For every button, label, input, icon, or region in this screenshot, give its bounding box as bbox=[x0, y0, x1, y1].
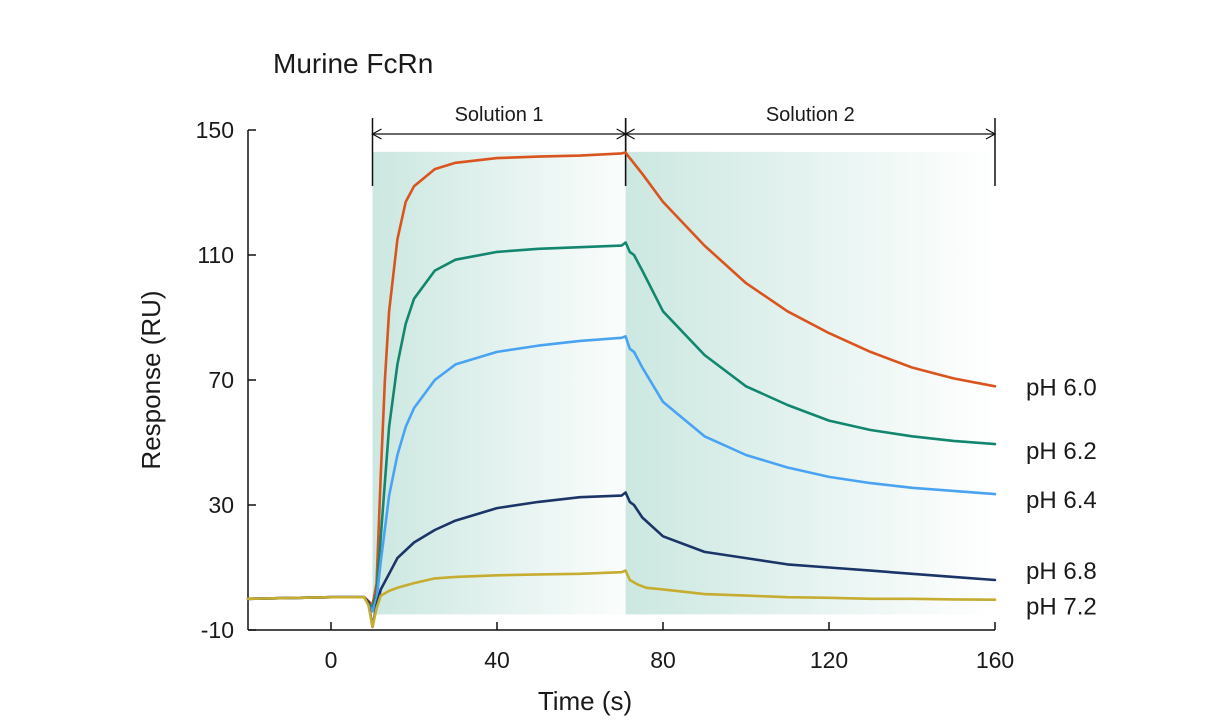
y-tick-label: 70 bbox=[208, 367, 234, 393]
series-label-ph-7-2: pH 7.2 bbox=[1026, 594, 1097, 621]
region-label-2: Solution 2 bbox=[766, 104, 855, 126]
y-axis-title: Response (RU) bbox=[136, 290, 166, 469]
axes: -10 30 70 110 150 0 40 80 120 160 bbox=[196, 117, 1015, 673]
region-arrowhead-left-2 bbox=[624, 128, 635, 140]
y-tick-label: 150 bbox=[196, 117, 234, 143]
series-label-ph-6-8: pH 6.8 bbox=[1026, 558, 1097, 585]
series-line-ph-6-0 bbox=[246, 151, 997, 607]
y-tick-label: -10 bbox=[201, 617, 234, 643]
series-label-ph-6-4: pH 6.4 bbox=[1026, 487, 1097, 514]
chart-title: Murine FcRn bbox=[273, 48, 433, 79]
series-lines bbox=[246, 151, 997, 629]
x-tick-label: 160 bbox=[976, 647, 1014, 673]
series-label-ph-6-0: pH 6.0 bbox=[1026, 374, 1097, 401]
y-tick-label: 110 bbox=[197, 242, 234, 268]
x-axis-title: Time (s) bbox=[538, 686, 632, 716]
region-arrowhead-right-2 bbox=[985, 128, 997, 140]
y-tick-label: 30 bbox=[208, 492, 234, 518]
x-tick-label: 80 bbox=[650, 647, 676, 673]
x-tick-label: 120 bbox=[810, 647, 848, 673]
region-label-1: Solution 1 bbox=[455, 104, 544, 126]
solution-regions: Solution 1 Solution 2 bbox=[371, 104, 997, 615]
series-line-ph-7-2 bbox=[246, 569, 997, 629]
series-line-ph-6-2 bbox=[246, 241, 997, 610]
x-tick-label: 0 bbox=[325, 647, 338, 673]
x-tick-label: 40 bbox=[484, 647, 510, 673]
series-line-ph-6-4 bbox=[246, 335, 997, 613]
region-fill-1 bbox=[372, 151, 626, 615]
series-label-ph-6-2: pH 6.2 bbox=[1026, 438, 1097, 465]
region-arrowhead-left-1 bbox=[371, 128, 382, 140]
series-labels: pH 6.0 pH 6.2 pH 6.4 pH 6.8 pH 7.2 bbox=[1026, 374, 1097, 620]
